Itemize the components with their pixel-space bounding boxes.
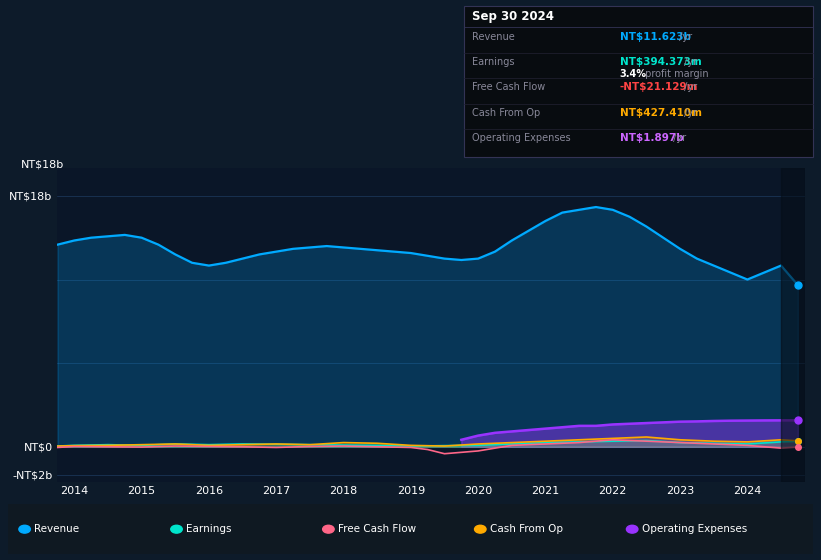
Text: -NT$21.129m: -NT$21.129m: [620, 82, 699, 92]
Text: NT$1.897b: NT$1.897b: [620, 133, 684, 143]
Text: 3.4%: 3.4%: [620, 69, 647, 80]
Text: Earnings: Earnings: [186, 524, 232, 534]
Text: /yr: /yr: [681, 57, 697, 67]
Text: /yr: /yr: [676, 32, 692, 42]
Text: Revenue: Revenue: [34, 524, 80, 534]
Text: Free Cash Flow: Free Cash Flow: [472, 82, 545, 92]
Text: Operating Expenses: Operating Expenses: [472, 133, 571, 143]
Text: NT$11.623b: NT$11.623b: [620, 32, 690, 42]
Text: Earnings: Earnings: [472, 57, 515, 67]
Text: Revenue: Revenue: [472, 32, 515, 42]
Text: /yr: /yr: [681, 82, 697, 92]
Text: NT$427.410m: NT$427.410m: [620, 108, 702, 118]
Text: NT$18b: NT$18b: [21, 160, 64, 170]
Text: Sep 30 2024: Sep 30 2024: [472, 10, 554, 23]
Text: Free Cash Flow: Free Cash Flow: [338, 524, 416, 534]
Text: Cash From Op: Cash From Op: [490, 524, 563, 534]
Text: /yr: /yr: [670, 133, 686, 143]
Bar: [781, 168, 805, 482]
Text: profit margin: profit margin: [642, 69, 709, 80]
Text: Cash From Op: Cash From Op: [472, 108, 540, 118]
Text: /yr: /yr: [681, 108, 697, 118]
Text: Operating Expenses: Operating Expenses: [642, 524, 747, 534]
Text: NT$394.373m: NT$394.373m: [620, 57, 702, 67]
